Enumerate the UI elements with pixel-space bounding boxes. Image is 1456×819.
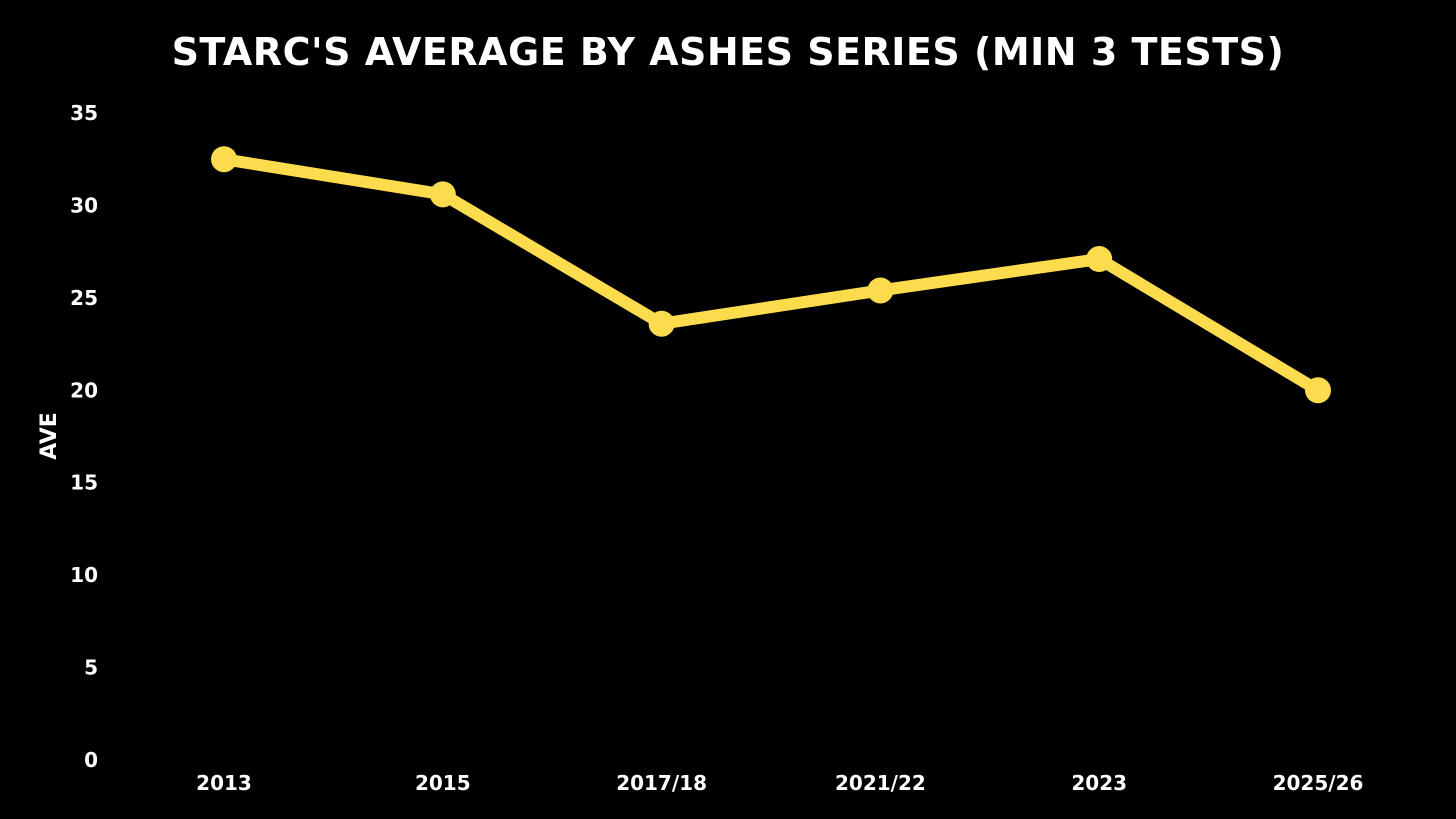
y-tick-label: 35 <box>70 101 98 125</box>
y-tick-label: 0 <box>84 748 98 772</box>
y-tick-label: 10 <box>70 563 98 587</box>
series-line <box>218 153 1324 397</box>
y-tick-label: 30 <box>70 193 98 217</box>
data-point <box>1305 377 1331 404</box>
chart-title: Starc's Average by Ashes Series (min 3 T… <box>171 30 1285 74</box>
data-point <box>648 310 675 337</box>
y-tick-label: 5 <box>84 656 98 680</box>
data-point <box>429 181 456 208</box>
x-tick-label: 2023 <box>1071 771 1127 795</box>
x-axis-ticks: 2013 2015 2017/18 2021/22 2023 2025/26 <box>196 771 1363 795</box>
y-tick-label: 25 <box>70 286 98 310</box>
x-tick-label: 2021/22 <box>835 771 926 795</box>
y-axis-ticks: 0 5 10 15 20 25 30 35 <box>70 101 98 772</box>
y-tick-label: 15 <box>70 471 98 495</box>
data-point <box>1086 246 1113 273</box>
series-group <box>211 146 1331 404</box>
data-point <box>867 277 894 304</box>
data-point <box>211 146 237 173</box>
x-tick-label: 2017/18 <box>616 771 707 795</box>
y-tick-label: 20 <box>70 378 98 402</box>
x-tick-label: 2025/26 <box>1273 771 1364 795</box>
y-axis-title: AVE <box>37 412 62 460</box>
x-tick-label: 2015 <box>415 771 471 795</box>
x-tick-label: 2013 <box>196 771 252 795</box>
